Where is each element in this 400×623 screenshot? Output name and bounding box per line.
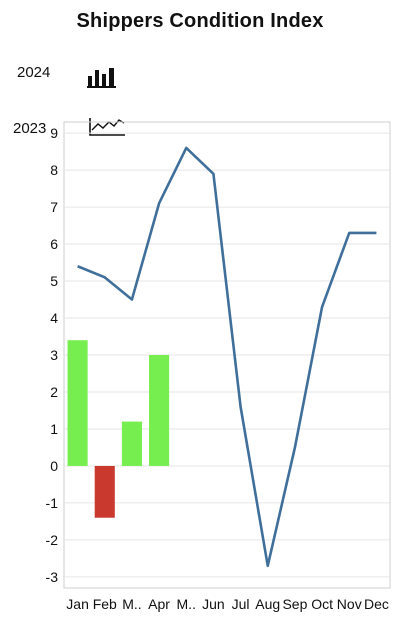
x-tick-label: Dec — [364, 596, 389, 612]
line-point-10[interactable] — [346, 230, 352, 236]
y-tick-label: -1 — [46, 495, 59, 511]
y-tick-label: 2 — [50, 384, 58, 400]
line-point-5[interactable] — [210, 171, 216, 177]
bar-jan-0[interactable] — [67, 340, 88, 466]
x-tick-label: Jan — [66, 596, 89, 612]
y-axis: -3 -2 -1 0 1 2 3 4 5 6 7 8 9 — [46, 125, 59, 585]
legend-label-2023[interactable]: 2023 — [13, 120, 47, 137]
x-tick-label: Sep — [282, 596, 307, 612]
x-tick-label: Jul — [232, 596, 250, 612]
line-point-0[interactable] — [75, 263, 81, 269]
y-tick-label: -3 — [46, 569, 59, 585]
x-tick-label: Nov — [337, 596, 362, 612]
x-tick-label: Oct — [311, 596, 333, 612]
x-tick-label: Apr — [148, 596, 170, 612]
line-point-11[interactable] — [373, 230, 379, 236]
y-tick-label: 9 — [50, 125, 58, 141]
line-point-6[interactable] — [238, 404, 244, 410]
x-axis: Jan Feb M.. Apr M.. Jun Jul Aug Sep Oct Nov Dec — [66, 596, 389, 612]
y-tick-label: 3 — [50, 347, 58, 363]
bar-m-2[interactable] — [121, 421, 142, 466]
y-tick-label: -2 — [46, 532, 59, 548]
y-tick-label: 8 — [50, 162, 58, 178]
bar-feb-1[interactable] — [94, 465, 115, 518]
line-point-1[interactable] — [102, 274, 108, 280]
gridlines — [63, 121, 391, 589]
y-tick-label: 5 — [50, 273, 58, 289]
y-tick-label: 6 — [50, 236, 58, 252]
line-point-3[interactable] — [156, 200, 162, 206]
x-tick-label: M.. — [122, 596, 141, 612]
x-tick-label: Aug — [255, 596, 280, 612]
line-point-2[interactable] — [129, 297, 135, 303]
line-path[interactable] — [77, 146, 377, 568]
line-point-7[interactable] — [265, 563, 271, 569]
y-tick-label: 0 — [50, 458, 58, 474]
x-tick-label: M.. — [177, 596, 196, 612]
line-series-2023 — [75, 145, 379, 569]
chart-title: Shippers Condition Index — [76, 10, 324, 32]
legend-label-2024[interactable]: 2024 — [17, 64, 51, 81]
bar-apr-3[interactable] — [149, 355, 170, 466]
y-tick-label: 7 — [50, 199, 58, 215]
y-tick-label: 4 — [50, 310, 58, 326]
y-tick-label: 1 — [50, 421, 58, 437]
line-point-8[interactable] — [292, 444, 298, 450]
x-tick-label: Jun — [202, 596, 225, 612]
line-point-4[interactable] — [183, 145, 189, 151]
bar-series-2024 — [67, 340, 170, 518]
bar-chart-icon[interactable] — [86, 64, 118, 90]
line-point-9[interactable] — [319, 304, 325, 310]
x-tick-label: Feb — [93, 596, 117, 612]
